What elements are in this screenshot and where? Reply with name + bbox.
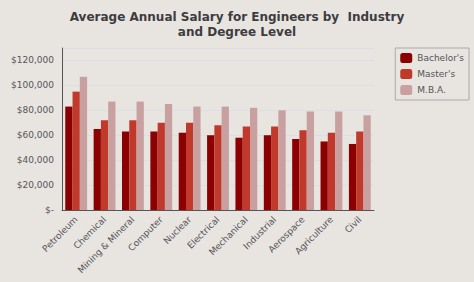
- svg-text:Nuclear: Nuclear: [161, 214, 194, 246]
- svg-text:Industrial: Industrial: [241, 214, 279, 252]
- svg-text:$-: $-: [45, 205, 54, 215]
- svg-text:Mechanical: Mechanical: [207, 214, 250, 257]
- svg-text:Civil: Civil: [343, 214, 364, 235]
- svg-text:$120,000: $120,000: [11, 55, 54, 65]
- svg-text:$60,000: $60,000: [17, 130, 54, 140]
- svg-text:M.B.A.: M.B.A.: [417, 85, 446, 95]
- svg-text:Electrical: Electrical: [185, 214, 222, 251]
- svg-text:Petroleum: Petroleum: [40, 214, 79, 253]
- svg-text:and Degree Level: and Degree Level: [178, 25, 296, 39]
- svg-text:Computer: Computer: [126, 214, 165, 253]
- svg-text:$20,000: $20,000: [17, 180, 54, 190]
- svg-text:Mining & Mineral: Mining & Mineral: [75, 214, 137, 276]
- svg-text:Average Annual Salary for Engi: Average Annual Salary for Engineers by I…: [70, 10, 405, 24]
- svg-text:Aerospace: Aerospace: [266, 214, 307, 255]
- svg-text:Master's: Master's: [417, 69, 455, 79]
- svg-text:$100,000: $100,000: [11, 80, 54, 90]
- svg-text:Chemical: Chemical: [71, 214, 109, 251]
- svg-text:Agriculture: Agriculture: [293, 214, 335, 256]
- svg-text:Bachelor's: Bachelor's: [417, 53, 464, 63]
- svg-text:$40,000: $40,000: [17, 155, 54, 165]
- svg-text:$80,000: $80,000: [17, 105, 54, 115]
